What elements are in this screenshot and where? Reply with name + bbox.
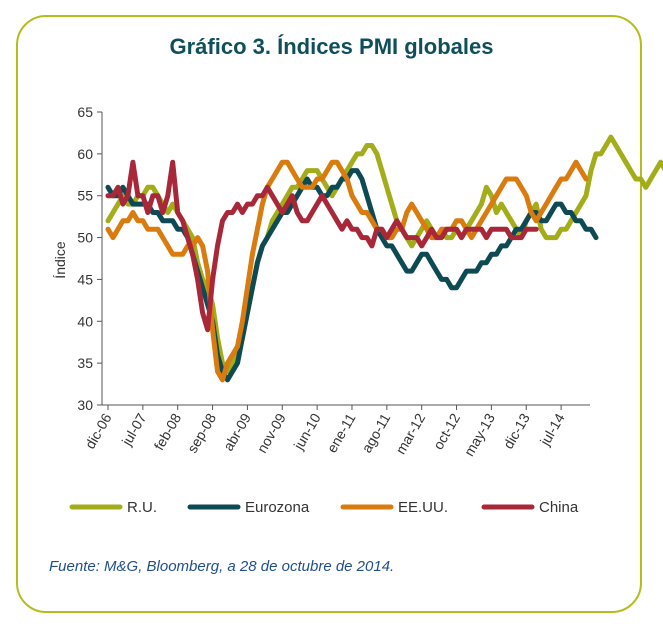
legend: R.U. Eurozona EE.UU. China [69, 499, 579, 516]
y-tick-label: 60 [77, 146, 93, 162]
y-axis-label: Índice [52, 241, 68, 279]
y-tick-label: 55 [77, 188, 93, 204]
y-tick-label: 50 [77, 230, 93, 246]
y-tick-label: 45 [77, 271, 93, 287]
x-tick-label: jun-10 [290, 410, 324, 453]
y-tick-label: 30 [77, 397, 93, 413]
y-tick-label: 35 [77, 355, 93, 371]
legend-label: Eurozona [245, 499, 310, 516]
x-tick-label: mar-12 [392, 410, 428, 457]
x-tick-label: dic-06 [82, 410, 115, 451]
legend-label: EE.UU. [398, 499, 448, 516]
series-line-ee-uu [105, 159, 589, 383]
x-tick-label: ene-11 [323, 410, 358, 455]
y-tick-label: 40 [77, 313, 93, 329]
series-line-eurozona [105, 168, 599, 383]
series-line-r-u [105, 134, 663, 374]
x-tick-label: nov-09 [254, 410, 289, 455]
x-tick-label: sep-08 [184, 410, 219, 455]
axes: 30 35 40 45 50 55 60 65 Índice dic-06 jul-07 feb-08… [52, 104, 590, 459]
chart-title: Gráfico 3. Índices PMI globales [169, 34, 494, 59]
y-tick-label: 65 [77, 104, 93, 120]
x-tick-label: jul-14 [536, 410, 568, 449]
chart-frame [16, 15, 642, 613]
x-tick-label: oct-12 [430, 410, 463, 452]
legend-label: China [539, 499, 579, 516]
series-line-china [105, 159, 539, 333]
series-lines [105, 134, 663, 383]
x-tick-label: abr-09 [220, 410, 254, 453]
x-tick-label: jul-07 [118, 410, 150, 449]
source-note: Fuente: M&G, Bloomberg, a 28 de octubre … [49, 558, 395, 575]
x-tick-label: dic-13 [500, 410, 533, 451]
legend-label: R.U. [127, 499, 157, 516]
x-tick-label: feb-08 [151, 410, 185, 453]
x-tick-label: may-13 [461, 410, 498, 459]
x-tick-label: ago-11 [358, 410, 393, 455]
